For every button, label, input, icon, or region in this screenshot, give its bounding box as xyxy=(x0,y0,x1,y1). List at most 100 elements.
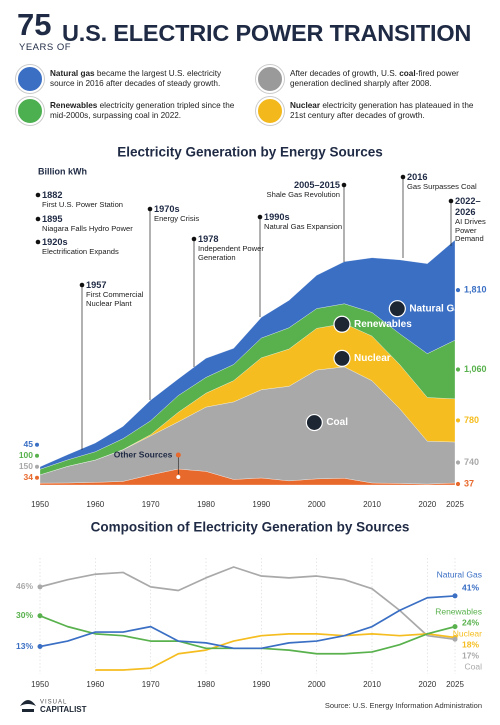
header-number: 75 xyxy=(17,7,52,42)
x-tick-label: 2025 xyxy=(446,680,464,689)
leader-dot xyxy=(175,474,182,481)
value-label: 45 xyxy=(24,439,34,449)
x-tick-label: 2000 xyxy=(308,500,326,509)
annotation: 2016 Gas Surpasses Coal xyxy=(407,172,497,192)
value-label: 37 xyxy=(464,478,474,488)
note-text: After decades of growth, U.S. coal-fired… xyxy=(290,69,486,89)
annotation-dot xyxy=(35,216,41,222)
x-tick-label: 2020 xyxy=(418,500,436,509)
x-tick-label: 1970 xyxy=(142,680,160,689)
series-icon xyxy=(388,300,406,318)
annotation-dot xyxy=(257,214,263,220)
annotation-text: First U.S. Power Station xyxy=(42,200,124,209)
value-label: 41% xyxy=(462,582,479,592)
label-dot xyxy=(37,584,43,590)
value-label: 34 xyxy=(24,472,34,482)
x-tick-label: 1960 xyxy=(86,500,104,509)
annotation-year: 2022–2026 xyxy=(455,196,481,217)
end-dot xyxy=(452,624,458,630)
series-label: Nuclear xyxy=(453,628,482,638)
annotation-dot xyxy=(191,236,197,242)
note-icon xyxy=(256,65,284,93)
area xyxy=(39,239,456,470)
annotation: 2005–2015 Shale Gas Revolution xyxy=(262,180,340,200)
series-label: Other Sources xyxy=(114,449,173,459)
annotation: 2022–2026 AI Drives Power Demand xyxy=(455,196,499,244)
label-dot xyxy=(35,453,39,458)
annotation-year: 2005–2015 xyxy=(294,180,340,190)
note-text-part: Renewables xyxy=(50,101,98,110)
x-tick-label: 1990 xyxy=(252,500,270,509)
annotation: 1970s Energy Crisis xyxy=(154,204,214,224)
series-icon xyxy=(333,349,351,368)
annotation-year: 1895 xyxy=(42,214,63,224)
annotation-text: Niagara Falls Hydro Power xyxy=(42,224,133,233)
note-text-part: coal xyxy=(399,69,416,78)
annotation-year: 2016 xyxy=(407,172,428,182)
x-tick-label: 1980 xyxy=(197,500,215,509)
annotation: 1920s Electrification Expands xyxy=(42,237,162,257)
note-text: Natural gas became the largest U.S. elec… xyxy=(50,69,246,89)
value-label: 780 xyxy=(464,415,479,425)
annotation-dot xyxy=(341,182,347,188)
series-label: Nuclear xyxy=(354,353,391,364)
leader-dot xyxy=(175,452,181,458)
annotation: 1895 Niagara Falls Hydro Power xyxy=(42,214,172,234)
logo-bottom: CAPITALIST xyxy=(40,705,87,714)
chart-title: Electricity Generation by Energy Sources xyxy=(117,145,383,160)
line xyxy=(95,633,456,671)
label-dot xyxy=(455,417,461,424)
label-dot xyxy=(37,613,43,619)
annotation: 1990s Natural Gas Expansion xyxy=(264,212,364,232)
value-label: 13% xyxy=(16,641,33,651)
annotation-dot xyxy=(147,206,153,212)
annotation-year: 1990s xyxy=(264,212,290,222)
value-label: 100 xyxy=(19,450,33,460)
x-tick-label: 2010 xyxy=(363,680,381,689)
annotation-dot xyxy=(448,198,454,204)
note: After decades of growth, U.S. coal-fired… xyxy=(256,64,486,94)
logo-top: VISUAL xyxy=(40,700,67,706)
value-label: 150 xyxy=(19,461,33,471)
chart-title: Composition of Electricity Generation by… xyxy=(91,520,410,535)
annotation: 1978 Independent Power Generation xyxy=(198,234,268,262)
label-dot xyxy=(455,481,461,487)
note-text-part: Natural gas xyxy=(50,69,95,78)
label-dot xyxy=(35,475,39,480)
annotation-dot xyxy=(79,282,85,288)
note: Natural gas became the largest U.S. elec… xyxy=(16,64,246,94)
x-tick-label: 2000 xyxy=(308,680,326,689)
note-icon xyxy=(16,65,44,93)
note-icon xyxy=(256,97,284,125)
annotation-year: 1978 xyxy=(198,234,219,244)
end-dot xyxy=(452,593,458,599)
annotation-text: Shale Gas Revolution xyxy=(266,190,340,199)
annotation-text: Energy Crisis xyxy=(154,214,200,223)
logo-mark xyxy=(20,700,36,712)
note: Renewables electricity generation triple… xyxy=(16,96,246,126)
y-axis-label: Billion kWh xyxy=(38,166,87,176)
series-label: Renewables xyxy=(354,319,412,330)
value-label: 24% xyxy=(462,617,479,627)
x-tick-label: 1960 xyxy=(86,680,104,689)
end-dot xyxy=(452,636,458,642)
value-label: 1,810 xyxy=(464,284,487,294)
series-label: Natural Gas xyxy=(437,569,482,579)
note-text-part: After decades of growth, U.S. xyxy=(290,69,400,78)
series-label: Coal xyxy=(465,661,483,671)
series-label: Natural Gas xyxy=(409,303,466,314)
label-dot xyxy=(455,459,461,466)
note-text: Nuclear electricity generation has plate… xyxy=(290,101,486,121)
note-text-part: -fired power generation declined sharply… xyxy=(290,69,459,88)
value-label: 17% xyxy=(462,650,479,660)
note-text-part: electricity generation has plateaued in … xyxy=(290,101,474,120)
annotation: 1882 First U.S. Power Station xyxy=(42,190,162,210)
x-tick-label: 1970 xyxy=(142,500,160,509)
annotation-dot xyxy=(400,174,406,180)
annotation-year: 1882 xyxy=(42,190,63,200)
x-tick-label: 2025 xyxy=(446,500,464,509)
value-label: 740 xyxy=(464,457,479,467)
x-tick-label: 2010 xyxy=(363,500,381,509)
